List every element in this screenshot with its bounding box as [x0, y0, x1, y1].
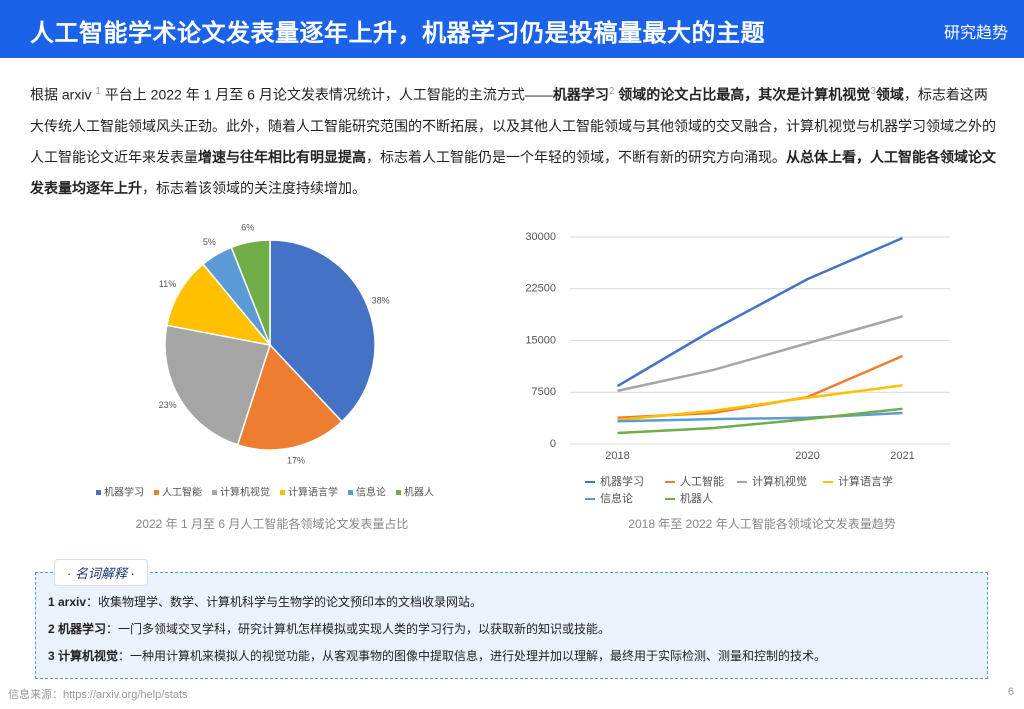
data-label: 11%: [159, 279, 176, 289]
legend-swatch: [212, 490, 217, 495]
text-run: 根据 arxiv: [30, 86, 96, 103]
text-run: 机器学习: [552, 86, 609, 103]
data-label: 23%: [159, 400, 177, 410]
data-label: 38%: [372, 296, 390, 306]
glossary-text: ：收集物理学、数学、计算机科学与生物学的论文预印本的文档收录网站。: [86, 595, 483, 609]
series-line: [617, 384, 903, 422]
header-bar: 人工智能学术论文发表量逐年上升，机器学习仍是投稿量最大的主题 研究趋势: [0, 0, 1024, 58]
footnote-ref: 3: [870, 86, 876, 97]
legend-label: 机器学习: [600, 474, 644, 488]
text-run: ，标志着该领域的关注度持续增加。: [142, 179, 366, 196]
text-run: 领域的论文占比最高，其次是计算机视觉: [614, 86, 871, 103]
x-tick-label: 2021: [890, 450, 914, 462]
legend-swatch: [280, 490, 285, 495]
legend-swatch: [154, 490, 159, 495]
glossary-item: 3 计算机视觉：一种用计算机来模拟人的视觉功能，从客观事物的图像中提取信息，进行…: [48, 647, 826, 664]
footnote-ref: 2: [608, 86, 615, 97]
legend-swatch: [96, 490, 101, 495]
pie-slice: [269, 239, 376, 423]
glossary-term: 1 arxiv: [48, 595, 87, 609]
series-line: [617, 315, 903, 393]
pie-slice: [236, 343, 343, 451]
series-line: [617, 407, 903, 435]
paragraph: 根据 arxiv 1 平台上 2022 年 1 月至 6 月论文发表情况统计，人…: [30, 76, 996, 204]
legend-swatch: [396, 490, 401, 495]
glossary-term: 2 机器学习: [48, 622, 107, 636]
series-line: [616, 236, 903, 388]
y-tick-label: 30000: [525, 231, 556, 243]
legend-swatch: [348, 490, 353, 495]
legend-label: 信息论: [600, 491, 633, 505]
chart-caption: 2018 年至 2022 年人工智能各领域论文发表量趋势: [628, 516, 895, 531]
glossary-title: · 名词解释 ·: [54, 559, 148, 586]
page-title: 人工智能学术论文发表量逐年上升，机器学习仍是投稿量最大的主题: [30, 20, 765, 47]
glossary: · 名词解释 · 1 arxiv：收集物理学、数学、计算机科学与生物学的论文预印…: [35, 559, 988, 679]
legend-label: 机器人: [680, 491, 713, 505]
y-tick-label: 0: [550, 438, 556, 450]
y-tick-label: 22500: [525, 283, 556, 295]
legend-label: 计算机视觉: [752, 474, 807, 488]
charts: 38%17%23%11%5%6%机器学习 人工智能 计算机视觉 计算语言学 信息论 机器人…: [96, 222, 950, 531]
glossary-term: 3 计算机视觉: [48, 649, 119, 663]
series-line: [617, 411, 903, 423]
x-tick-label: 2020: [795, 450, 819, 462]
legend-label: 信息论: [356, 486, 386, 499]
text-run: 平台上 2022 年 1 月至 6 月论文发表情况统计，人工智能的主流方式——: [100, 86, 553, 103]
legend-label: 计算机视觉: [220, 486, 270, 499]
source: 信息来源：https://arxiv.org/help/stats: [8, 689, 188, 701]
legend-label: 计算语言学: [838, 474, 893, 488]
legend-label: 人工智能: [680, 474, 724, 488]
series-line: [617, 354, 903, 420]
legend-label: 机器人: [404, 486, 434, 499]
y-tick-label: 15000: [525, 334, 556, 346]
text-run: 增速与往年相比有明显提高: [198, 148, 366, 165]
data-label: 17%: [287, 456, 305, 466]
data-label: 6%: [241, 222, 254, 232]
legend-label: 人工智能: [162, 486, 202, 499]
glossary-text: ：一种用计算机来模拟人的视觉功能，从客观事物的图像中提取信息，进行处理并加以理解…: [118, 649, 827, 663]
pie-slice: [165, 263, 272, 347]
pie-slice: [230, 239, 271, 346]
x-tick-label: 2018: [605, 450, 629, 462]
data-label: 5%: [203, 237, 216, 247]
footnote-ref: 1: [95, 86, 101, 97]
legend-label: 机器学习: [104, 486, 144, 499]
glossary-item: 1 arxiv：收集物理学、数学、计算机科学与生物学的论文预印本的文档收录网站。: [48, 593, 482, 610]
text-run: 领域: [875, 86, 904, 103]
glossary-item: 2 机器学习：一门多领域交叉学科，研究计算机怎样模拟或实现人类的学习行为，以获取…: [48, 620, 610, 637]
text-run: ，标志着人工智能仍是一个年轻的领域，不断有新的研究方向涌现。: [366, 148, 786, 165]
y-tick-label: 7500: [532, 386, 556, 398]
legend-label: 计算语言学: [288, 486, 338, 499]
chart-caption: 2022 年 1 月至 6 月人工智能各领域论文发表量占比: [136, 516, 409, 531]
pie-slice: [164, 324, 271, 446]
page-number: 6: [1007, 686, 1014, 698]
text-run: 从总体上看，人工智能各领域论文发表量均逐年上升: [30, 148, 996, 196]
text-run: ，标志着这两大传统人工智能领域风头正劲。此外，随着人工智能研究范围的不断拓展，以…: [30, 86, 996, 165]
section-tag: 研究趋势: [943, 25, 1008, 42]
glossary-text: ：一门多领域交叉学科，研究计算机怎样模拟或实现人类的学习行为，以获取新的知识或技…: [106, 622, 611, 636]
